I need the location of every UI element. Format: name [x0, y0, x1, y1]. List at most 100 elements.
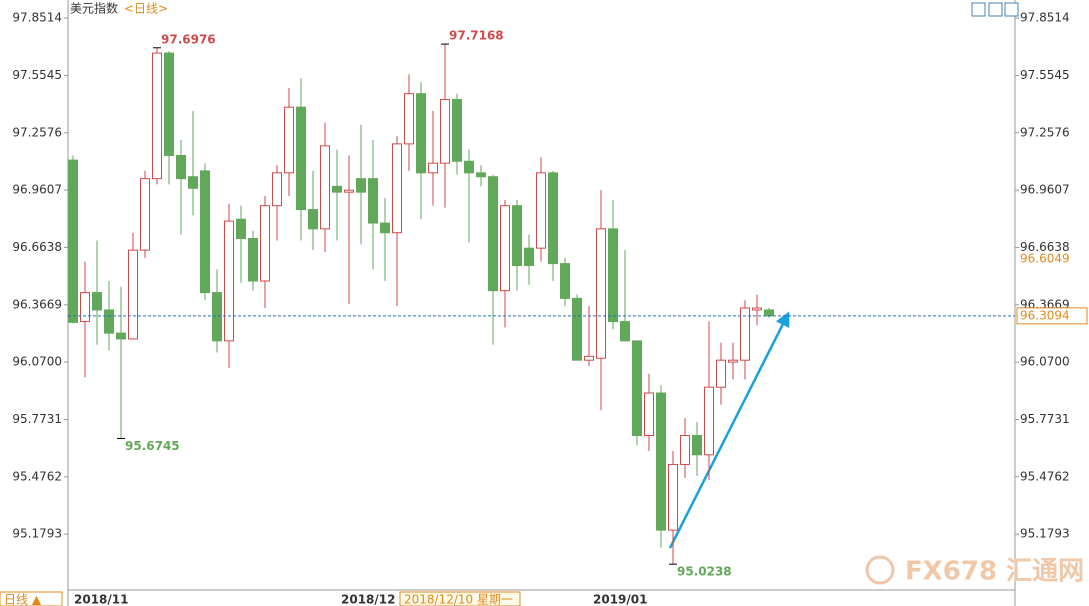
- trend-arrow: [668, 311, 790, 549]
- candle-body: [452, 98, 462, 162]
- candle-body: [284, 106, 294, 174]
- last-price-label: 96.3094: [1020, 308, 1070, 322]
- candle-body: [332, 185, 342, 193]
- candle-body: [140, 178, 150, 251]
- candle-body: [620, 321, 630, 342]
- high-label: 97.7168: [449, 29, 504, 43]
- candle-body: [248, 238, 258, 282]
- y2-tick-label: 96.9607: [1020, 183, 1070, 197]
- candle-body: [92, 292, 102, 311]
- y2-tick-label: 97.5545: [1020, 68, 1070, 82]
- candle-body: [752, 307, 762, 311]
- candle-body: [224, 220, 234, 342]
- candle-body: [536, 172, 546, 249]
- candle-body: [632, 340, 642, 436]
- candle-body: [548, 172, 558, 265]
- candle-body: [356, 178, 366, 193]
- watermark-logo: [865, 555, 895, 585]
- candle-body: [692, 434, 702, 456]
- candle-body: [188, 176, 198, 189]
- y2-tick-label: 96.6638: [1020, 240, 1070, 254]
- x-tick-label: 2018/11: [74, 593, 128, 606]
- candle-body: [440, 98, 450, 164]
- candle-body: [668, 463, 678, 531]
- y2-tick-label: 96.0700: [1020, 355, 1070, 369]
- candle-body: [116, 332, 126, 340]
- last-price-box: [1016, 307, 1088, 325]
- period-button[interactable]: 日线 ▲: [4, 593, 42, 606]
- toolbar-button[interactable]: [971, 2, 986, 17]
- high-label: 97.6976: [161, 32, 216, 46]
- candle-body: [584, 355, 594, 361]
- chart-subtitle: <日线>: [124, 2, 168, 16]
- candle-body: [320, 145, 330, 230]
- candle-body: [176, 154, 186, 180]
- marker-price-label: 96.6049: [1020, 251, 1070, 265]
- y2-tick-label: 95.1793: [1020, 527, 1070, 541]
- watermark: FX678 汇通网: [905, 557, 1084, 587]
- y-tick-label: 95.4762: [12, 469, 62, 483]
- candle-body: [596, 228, 606, 359]
- candle-body: [368, 178, 378, 224]
- candle-body: [464, 160, 474, 174]
- candle-body: [476, 172, 486, 178]
- x-tick-label: 2019/01: [593, 593, 647, 606]
- y-tick-label: 95.7731: [12, 412, 62, 426]
- y-tick-label: 96.9607: [12, 183, 62, 197]
- y2-tick-label: 97.8514: [1020, 11, 1070, 25]
- y2-tick-label: 95.4762: [1020, 469, 1070, 483]
- candle-body: [680, 434, 690, 465]
- period-button-box[interactable]: [0, 591, 63, 606]
- candle-body: [524, 247, 534, 267]
- y-tick-label: 96.0700: [12, 355, 62, 369]
- y-tick-label: 97.2576: [12, 125, 62, 139]
- candle-body: [416, 93, 426, 174]
- y-tick-label: 97.5545: [12, 68, 62, 82]
- candle-body: [716, 359, 726, 388]
- candle-body: [572, 297, 582, 361]
- candle-body: [152, 52, 162, 180]
- toolbar: [971, 2, 1019, 17]
- candle-body: [704, 386, 714, 456]
- candle-body: [128, 249, 138, 340]
- candle-body: [104, 309, 114, 334]
- candle-body: [200, 170, 210, 294]
- candle-body: [404, 93, 414, 145]
- candle-body: [656, 392, 666, 531]
- candle-body: [500, 205, 510, 292]
- candle-body: [392, 143, 402, 234]
- candle-body: [308, 209, 318, 230]
- candle-body: [260, 205, 270, 282]
- y-tick-label: 96.3669: [12, 297, 62, 311]
- chart-title: 美元指数: [70, 1, 118, 16]
- candle-body: [764, 309, 774, 317]
- candle-body: [344, 189, 354, 193]
- candle-body: [296, 106, 306, 211]
- toolbar-button[interactable]: [1004, 2, 1019, 17]
- candle-body: [236, 218, 246, 240]
- crosshair-box: [399, 591, 521, 606]
- candle-body: [380, 222, 390, 234]
- y-tick-label: 97.8514: [12, 11, 62, 25]
- candle-body: [512, 205, 522, 267]
- toolbar-button[interactable]: [988, 2, 1003, 17]
- y2-tick-label: 97.2576: [1020, 125, 1070, 139]
- y-tick-label: 96.6638: [12, 240, 62, 254]
- candle-body: [80, 292, 90, 323]
- y-tick-label: 95.1793: [12, 527, 62, 541]
- low-label: 95.6745: [125, 439, 180, 453]
- candle-body: [608, 228, 618, 323]
- x-tick-label: 2018/12: [341, 593, 395, 606]
- candle-body: [68, 159, 78, 323]
- candle-body: [428, 162, 438, 174]
- candle-body: [272, 172, 282, 207]
- low-label: 95.0238: [677, 565, 732, 579]
- candle-body: [728, 359, 738, 363]
- candle-body: [164, 52, 174, 156]
- candle-body: [212, 292, 222, 342]
- candle-body: [560, 263, 570, 299]
- crosshair-label: 2018/12/10 星期一: [404, 593, 513, 606]
- y2-tick-label: 95.7731: [1020, 412, 1070, 426]
